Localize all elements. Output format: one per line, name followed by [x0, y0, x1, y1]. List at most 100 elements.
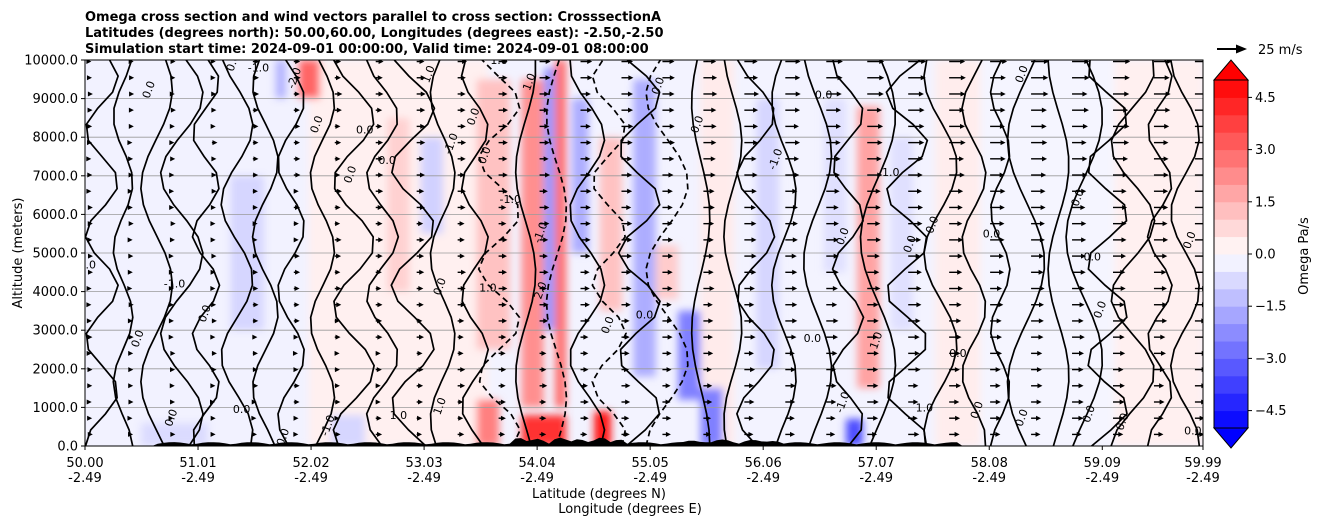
contour-label: -1.0 [500, 193, 521, 206]
wind-vector-head [543, 269, 549, 275]
contour-label: 0.0 [1080, 403, 1098, 424]
contour-label: 1.0 [916, 401, 934, 414]
wind-vector-head [418, 286, 424, 292]
wind-vector-head [835, 172, 841, 178]
wind-vector-head [583, 334, 589, 340]
wind-vector-head [875, 286, 881, 292]
wind-vector-head [1043, 75, 1049, 81]
wind-vector-head [210, 204, 216, 210]
wind-vector-head [1159, 383, 1165, 389]
wind-vector-head [500, 350, 506, 356]
contour-line [1087, 60, 1128, 446]
wind-vector-head [586, 172, 592, 178]
wind-vector-head [87, 237, 93, 243]
wind-vector-head [252, 237, 258, 243]
wind-vector-head [791, 334, 797, 340]
wind-vector-head [916, 237, 922, 243]
wind-vector-head [417, 399, 423, 405]
contour-label: 1.0 [420, 64, 438, 85]
wind-vector-head [544, 123, 550, 129]
x-tick-label-lon: -2.49 [633, 471, 667, 486]
wind-vector-head [996, 415, 1002, 421]
wind-vector-head [1166, 60, 1172, 65]
wind-vector-head [625, 302, 631, 308]
wind-vector-head [627, 188, 633, 194]
wind-vector-head [956, 334, 962, 340]
wind-vector-head [873, 399, 879, 405]
wind-vector-head [210, 383, 216, 389]
wind-vector-head [834, 188, 840, 194]
contour-label: 0.0 [129, 328, 147, 349]
wind-vector-head [999, 269, 1005, 275]
wind-vector-head [748, 350, 754, 356]
wind-vector-head [1081, 237, 1087, 243]
wind-vector-head [753, 107, 759, 113]
wind-vector-head [1000, 91, 1006, 97]
contour-line [1065, 60, 1104, 446]
wind-vector-head [378, 188, 384, 194]
wind-vector-head [1202, 269, 1203, 275]
wind-vector-head [335, 156, 341, 162]
contour-line [159, 60, 204, 446]
omega-band [275, 60, 287, 99]
wind-vector-head [709, 188, 715, 194]
wind-vector-head [169, 123, 175, 129]
wind-vector-head [836, 107, 842, 113]
wind-vector-head [1123, 156, 1129, 162]
wind-vector-head [295, 60, 301, 65]
wind-vector-head [375, 383, 381, 389]
wind-vector-head [1041, 123, 1047, 129]
contour-line [332, 60, 376, 446]
wind-vector-head [1201, 383, 1203, 389]
wind-vector-head [420, 123, 426, 129]
wind-vector-head [795, 60, 801, 65]
wind-vector-head [1161, 269, 1167, 275]
wind-vector-head [960, 140, 966, 146]
wind-vector-head [86, 188, 92, 194]
wind-vector-head [1162, 302, 1168, 308]
wind-vector-head [1205, 140, 1210, 145]
wind-vector-head [168, 253, 174, 259]
wind-vector-head [585, 204, 591, 210]
wind-vector-head [460, 107, 466, 113]
wind-vector-head [543, 156, 549, 162]
wind-vector-head [253, 107, 259, 113]
wind-vector-head [624, 318, 630, 324]
omega-band [594, 411, 611, 446]
wind-vector-head [168, 415, 174, 421]
wind-vector-head [1083, 107, 1089, 113]
wind-vector-head [1119, 334, 1125, 340]
wind-vector-head [667, 318, 673, 324]
contour-line [220, 60, 254, 446]
wind-vector-head [750, 334, 756, 340]
wind-vector-head [794, 172, 800, 178]
wind-vector-head [418, 221, 424, 227]
x-tick-label-lon: -2.49 [746, 471, 780, 486]
wind-vector-head [1039, 221, 1045, 227]
wind-vector-head [545, 172, 551, 178]
omega-band [846, 418, 863, 446]
colorbar-extend-min [1212, 427, 1250, 449]
wind-vector-head [583, 367, 589, 373]
wind-vector-head [833, 237, 839, 243]
omega-band [420, 137, 444, 234]
wind-vector-head [914, 350, 920, 356]
wind-vector-head [335, 221, 341, 227]
wind-vector-head [86, 140, 92, 146]
wind-vector-head [1121, 221, 1127, 227]
wind-vector-head [1165, 91, 1171, 97]
wind-vector-head [831, 399, 837, 405]
y-axis: 0.0 1000.0 2000.0 3000.0 4000.0 5000.0 6000.0 7… [24, 54, 85, 455]
wind-vector-head [1119, 302, 1125, 308]
wind-vector-head [500, 415, 506, 421]
wind-vector-head [210, 237, 216, 243]
colorbar-tick-label: 1.5 [1255, 195, 1276, 210]
wind-vector-head [1164, 75, 1170, 81]
wind-vector-head [954, 431, 960, 437]
wind-vector-head [211, 318, 217, 324]
wind-vector-head [1119, 383, 1125, 389]
wind-vector-head [711, 60, 717, 65]
wind-vector-head [960, 91, 966, 97]
wind-vector-head [210, 75, 216, 81]
wind-vector-head [874, 253, 880, 259]
